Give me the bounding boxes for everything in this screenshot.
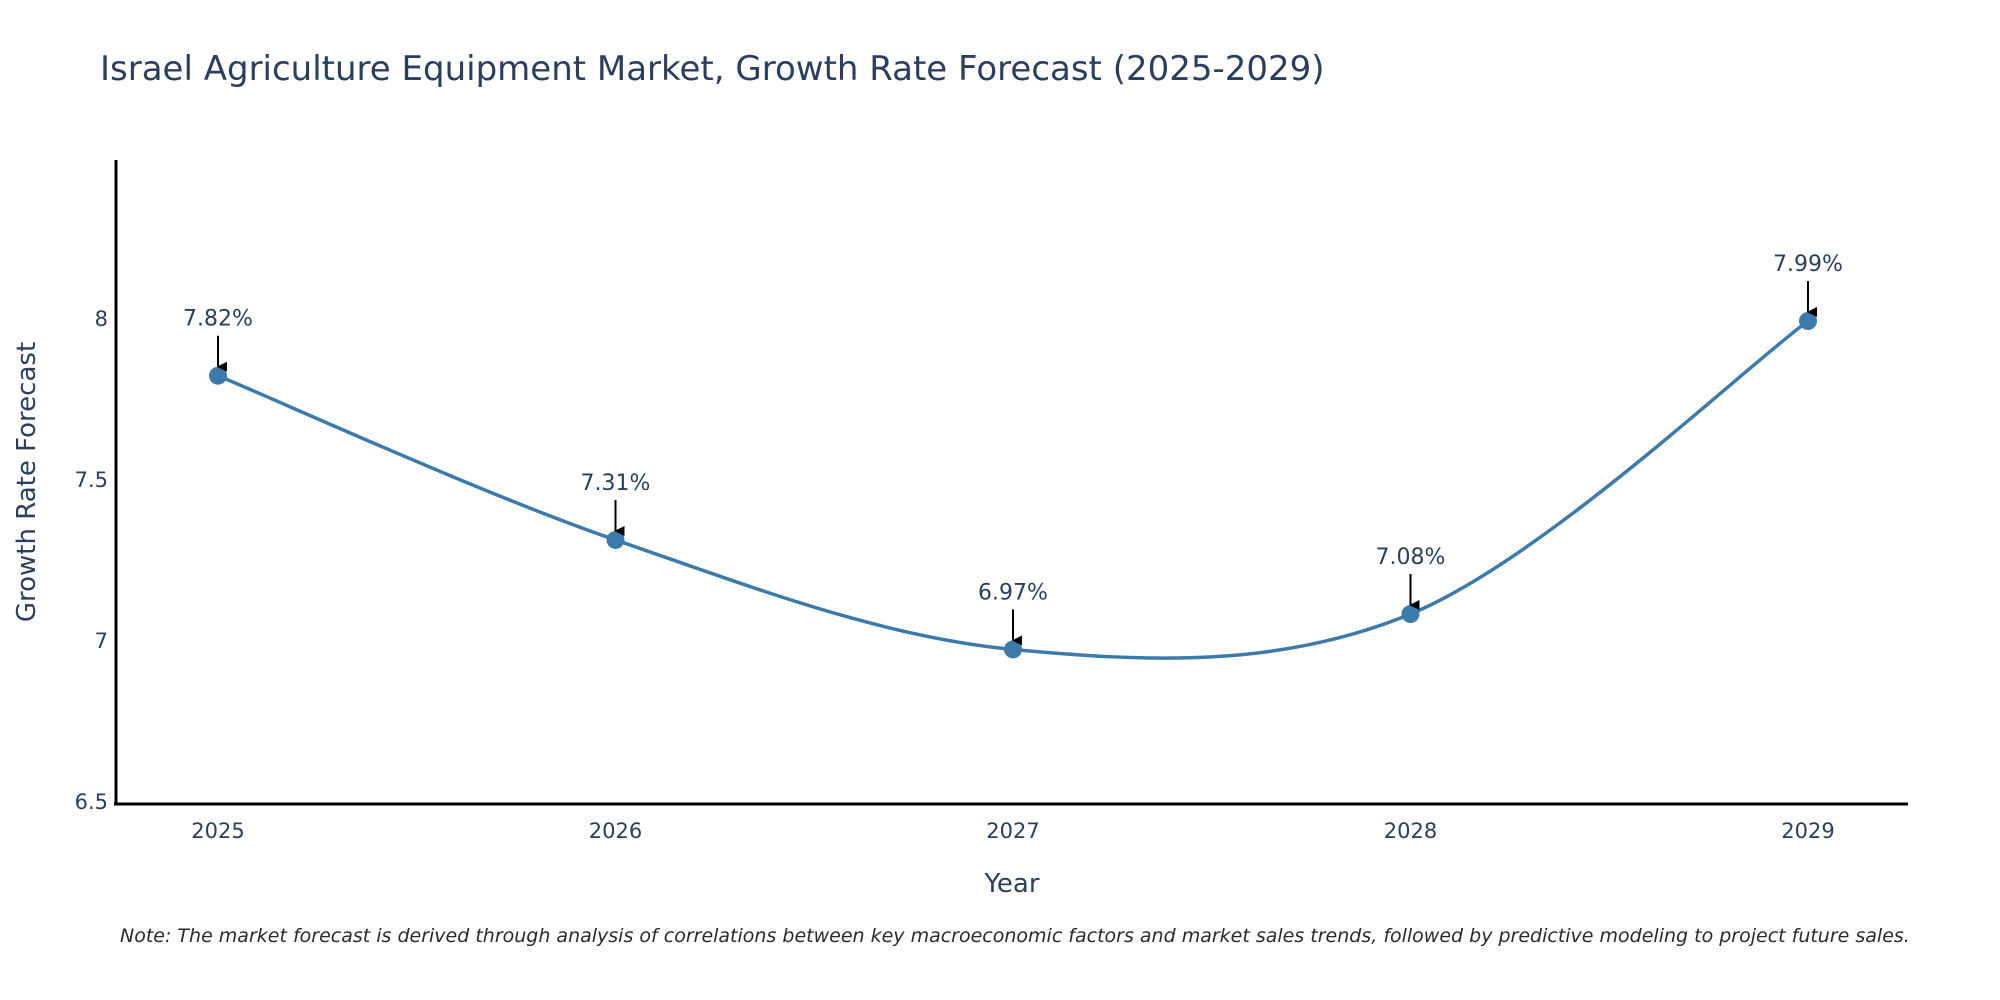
y-tick-label: 7.5	[75, 468, 108, 492]
y-tick-label: 7	[95, 629, 108, 653]
data-point[interactable]	[1004, 640, 1022, 659]
data-label: 7.99%	[1773, 252, 1843, 277]
y-axis-title: Growth Rate Forecast	[12, 342, 42, 622]
data-annotations: 7.82% 7.31% 6.97% 7.08% 7.99%	[183, 252, 1843, 646]
x-tick-label: 2029	[1781, 819, 1834, 843]
data-label: 7.31%	[581, 471, 651, 496]
data-point[interactable]	[209, 366, 227, 385]
x-tick-label: 2025	[191, 819, 244, 843]
x-tick-label: 2026	[589, 819, 642, 843]
data-point[interactable]	[1401, 605, 1420, 624]
data-point[interactable]	[1799, 312, 1817, 330]
data-markers	[209, 312, 1817, 659]
x-axis-title: Year	[983, 869, 1039, 899]
x-tick-label: 2027	[986, 819, 1039, 843]
y-tick-label: 8	[95, 307, 108, 331]
data-label: 6.97%	[978, 580, 1048, 605]
data-label: 7.08%	[1376, 545, 1446, 570]
x-ticks: 2025 2026 2027 2028 2029	[191, 819, 1834, 843]
footnote: Note: The market forecast is derived thr…	[120, 925, 1910, 947]
y-ticks: 6.5 7 7.5 8	[75, 307, 108, 814]
data-label: 7.82%	[183, 307, 253, 332]
y-tick-label: 6.5	[75, 790, 108, 814]
data-point[interactable]	[606, 530, 625, 549]
chart-title: Israel Agriculture Equipment Market, Gro…	[100, 49, 1325, 89]
x-tick-label: 2028	[1384, 819, 1437, 843]
series-line	[217, 319, 1810, 660]
plot-area: 6.5 7 7.5 8 2025 2026 2027 2028 2029 7.82% 7.31%…	[75, 160, 1908, 843]
